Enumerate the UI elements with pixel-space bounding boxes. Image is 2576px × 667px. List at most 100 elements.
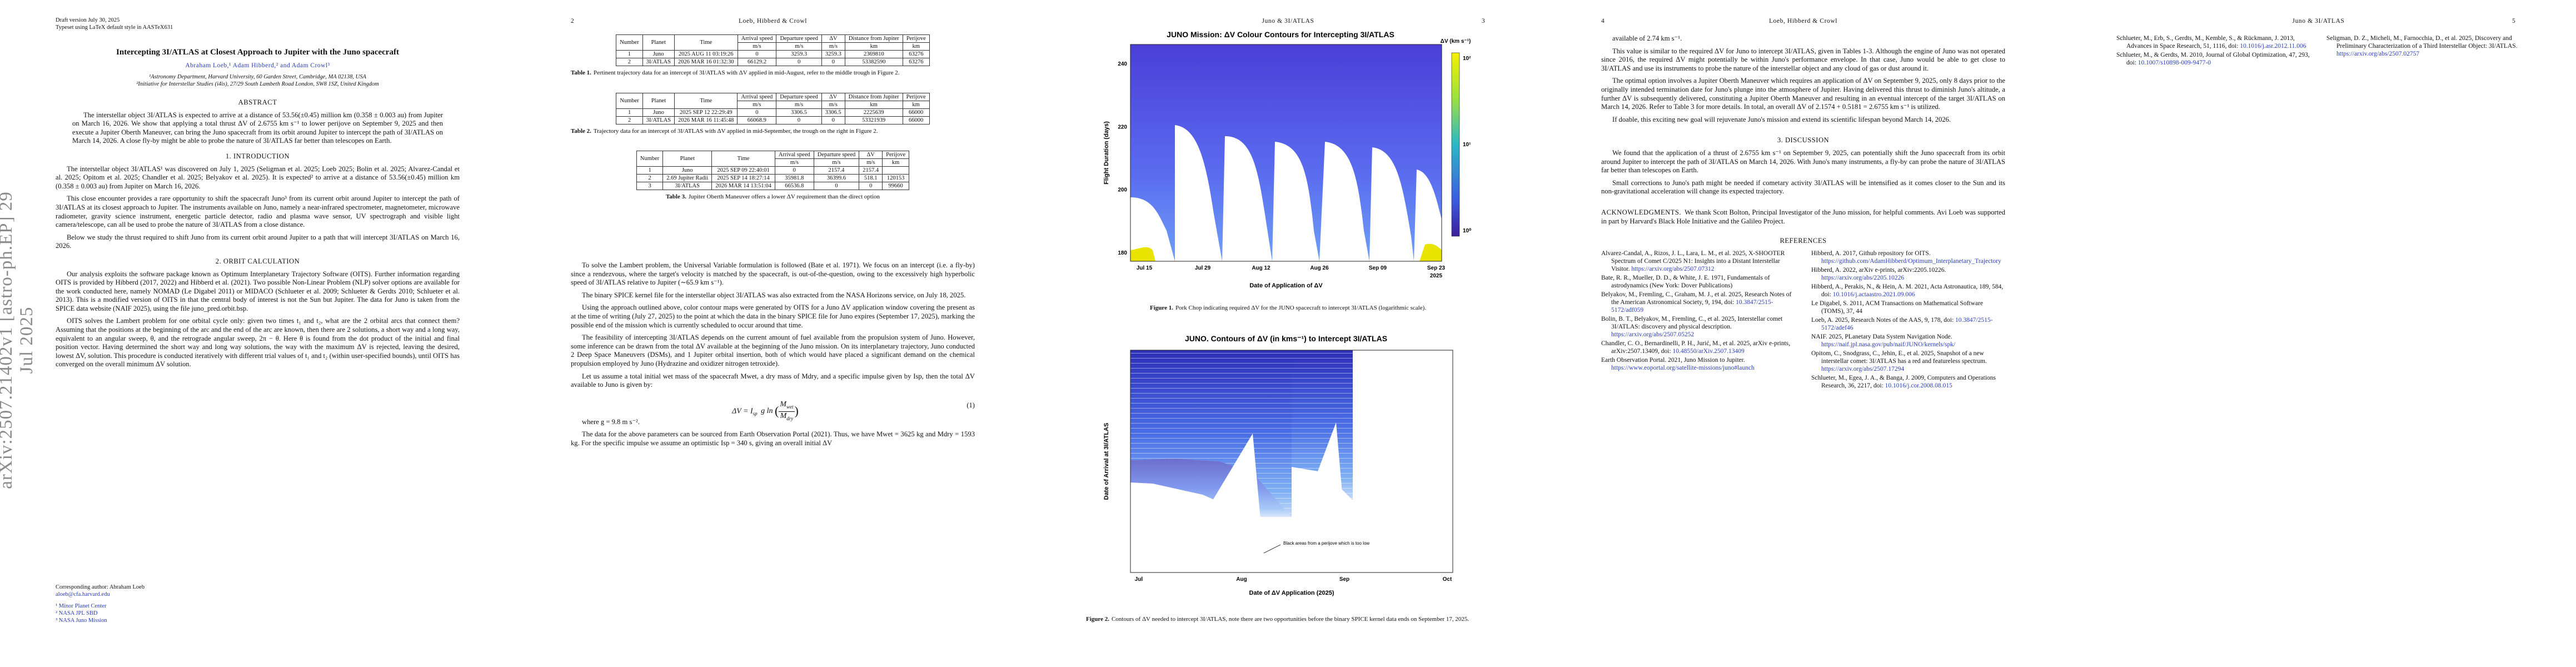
eq-mid: g ln [761, 407, 773, 416]
table-row: 2 3I/ATLAS 2026 MAR 16 11:45:48 66068.9 0 0 53… [616, 116, 930, 125]
table-cell: 2025 SEP 12 22:29:49 [674, 108, 738, 117]
email[interactable]: aloeb@cfa.harvard.edu [56, 591, 110, 598]
arxiv-stamp: arXiv:2507.21402v1 [astro-ph.EP] 29 Jul … [0, 191, 37, 489]
orbit: Our analysis exploits the software packa… [56, 270, 460, 370]
contour-region [1222, 136, 1272, 261]
table-cell: 2 [616, 116, 643, 125]
paragraph: available of 2.74 km s⁻¹. [1612, 34, 1682, 42]
reference: Seligman, D. Z., Micheli, M., Farnocchia… [2326, 34, 2520, 58]
reference-text: Hibberd, A., Perakis, N., & Hein, A. M. … [1811, 283, 2004, 298]
tick-label: Sep 09 [1369, 265, 1387, 271]
header-cell: Number [616, 34, 643, 51]
paragraph: If doable, this exciting new goal will r… [1612, 115, 1951, 123]
tick-label: Jul [1135, 576, 1143, 583]
reference-link[interactable]: 10.48550/arXiv.2507.13409 [1672, 347, 1745, 355]
table-cell: 2157.4 [813, 166, 860, 175]
paragraph: We found that the application of a thrus… [1601, 148, 2005, 175]
table-cell: 66000 [902, 116, 930, 125]
tick-label: Jul 15 [1137, 265, 1153, 271]
reference-link[interactable]: 10.3847/2515-5172/adef46 [1821, 316, 1993, 331]
table-cell: 53382590 [844, 58, 903, 66]
reference-link[interactable]: https://arxiv.org/abs/2507.07312 [1631, 265, 1715, 272]
y-axis-label: Flight Duration (days) [1103, 121, 1110, 185]
footer: Corresponding author: Abraham Loeb aloeb… [56, 584, 145, 624]
figure-caption: Figure 2. Contours of ΔV needed to interc… [1086, 616, 1490, 624]
references-right: Hibberd, A. 2017, Github repository for … [1811, 250, 2005, 391]
table-cell: 2026 MAR 14 13:51:04 [711, 182, 775, 190]
header-row: Number Planet Time Arrival speed Departure s… [616, 34, 930, 51]
footnote: ³ NASA Juno Mission [56, 618, 107, 624]
reference-link[interactable]: https://github.com/AdamHibberd/Optimum_I… [1821, 257, 2001, 265]
tick-label: 200 [1118, 187, 1127, 193]
reference-link[interactable]: https://arxiv.org/abs/2507.05252 [1611, 331, 1695, 338]
reference-text: Schlueter, M., Egea, J. A., & Banga, J. … [1811, 374, 1996, 389]
reference-link[interactable]: 10.1016/j.actaastro.2021.09.006 [1832, 291, 1915, 298]
reference-link[interactable]: https://www.eoportal.org/satellite-missi… [1611, 364, 1755, 371]
table-cell: 53321939 [844, 116, 903, 125]
reference-text: Chandler, C. O., Bernardinelli, P. H., J… [1601, 340, 1791, 355]
table-caption: Table 3. Jupiter Oberth Maneuver offers a… [571, 193, 975, 201]
table-cell: 2025 SEP 09 22:40:01 [711, 166, 775, 175]
paragraph: Let us assume a total initial wet mass o… [571, 372, 975, 389]
table-cell: 3I/ATLAS [662, 182, 712, 190]
unit-cell: m/s [821, 42, 845, 51]
reference-link[interactable]: https://arxiv.org/abs/2205.10226 [1821, 274, 1905, 281]
plot-frame [1130, 350, 1453, 573]
reference-link[interactable]: https://arxiv.org/abs/2507.02757 [2336, 51, 2420, 57]
table-cell: 0 [821, 116, 845, 125]
title: Intercepting 3I/ATLAS at Closest Approac… [116, 48, 399, 57]
equation: ΔV = Isp g ln (Mwet Mdry) (1) [571, 394, 975, 421]
table-cell: 0 [737, 50, 777, 58]
table-row: 3 3I/ATLAS 2026 MAR 14 13:51:04 66536.8 0 0 99… [636, 182, 910, 190]
reference: Opitom, C., Snodgrass, C., Jehin, E., et… [1811, 350, 2005, 373]
reference-link[interactable]: https://naif.jpl.nasa.gov/pub/naif/JUNO/… [1821, 341, 1956, 348]
paragraphs: To solve the Lambert problem, the Univer… [571, 261, 975, 390]
reference-link[interactable]: 10.1016/j.cor.2008.08.015 [1885, 382, 1952, 389]
unit-cell: m/s [859, 158, 883, 167]
table-cell: 1 [616, 108, 643, 117]
reference-text: Loeb, A. 2025, Research Notes of the AAS… [1811, 316, 1954, 323]
table-cell: 0 [776, 116, 822, 125]
reference-link[interactable]: 10.1007/s10898-009-9477-0 [2137, 59, 2211, 66]
reference-link[interactable]: 10.1016/j.asr.2012.11.006 [2240, 43, 2306, 49]
reference-text: Schlueter, M., Erb, S., Gerdts, M., Kemb… [2116, 35, 2295, 49]
header-cell: Departure speed [776, 92, 822, 101]
table-cell: 0 [859, 182, 883, 190]
reference-link[interactable]: 10.3847/2515-5172/adf059 [1611, 298, 1773, 313]
eq-denominator: Mdry [779, 412, 794, 423]
figure-caption: Figure 1. Pork Chop indicating required Δ… [1086, 305, 1490, 312]
affiliations: ¹Astronomy Department, Harvard Universit… [56, 73, 460, 88]
page: Juno & 3I/ATLAS 5 Schlueter, M., Erb, S.… [2061, 0, 2576, 667]
contour-region [1130, 197, 1175, 261]
reference-link[interactable]: https://arxiv.org/abs/2507.17294 [1821, 365, 1905, 372]
header-cell: Number [616, 92, 643, 109]
reference-text: Le Digabel, S. 2011, ACM Transactions on… [1811, 300, 1984, 315]
reference: Schlueter, M., Egea, J. A., & Banga, J. … [1811, 374, 2005, 390]
affiliation: ²Initiative for Interstellar Studies (i4… [136, 81, 379, 87]
tick-label: Aug 12 [1252, 265, 1270, 271]
unit-cell: m/s [821, 100, 845, 109]
page-number: 2 [571, 18, 575, 24]
unit-cell: m/s [774, 158, 814, 167]
tick-label: Aug [1236, 576, 1247, 583]
unit-cell: km [844, 100, 903, 109]
eq-num: M [780, 400, 787, 409]
page: 2 Loeb, Hibberd & Crowl Number Planet Time… [515, 0, 1030, 667]
table-cell: 2026 MAR 16 01:32:30 [674, 58, 738, 66]
header-cell: Planet [642, 34, 675, 51]
header-cell: Distance from Jupiter [844, 34, 903, 43]
table-cell: 3I/ATLAS [642, 116, 675, 125]
table-cell: 0 [737, 108, 777, 117]
eq-lhs: ΔV = I [732, 407, 753, 416]
section-heading: 3. DISCUSSION [1777, 136, 1830, 145]
eq-sub: wet [786, 404, 794, 410]
table-cell: Juno [642, 50, 675, 58]
eq-numerator: Mwet [779, 400, 795, 412]
running-head: Loeb, Hibberd & Crowl [1768, 18, 1838, 24]
contour-region [1369, 147, 1414, 261]
caption-text: Trajectory data for an intercept of 3I/A… [593, 127, 878, 135]
table-row: 2 2.69 Jupiter Radii 2025 SEP 14 18:27:14 3… [636, 174, 910, 182]
reference: Bate, R. R., Mueller, D. D., & White, J.… [1601, 274, 1795, 290]
tick-label: 220 [1118, 124, 1127, 130]
